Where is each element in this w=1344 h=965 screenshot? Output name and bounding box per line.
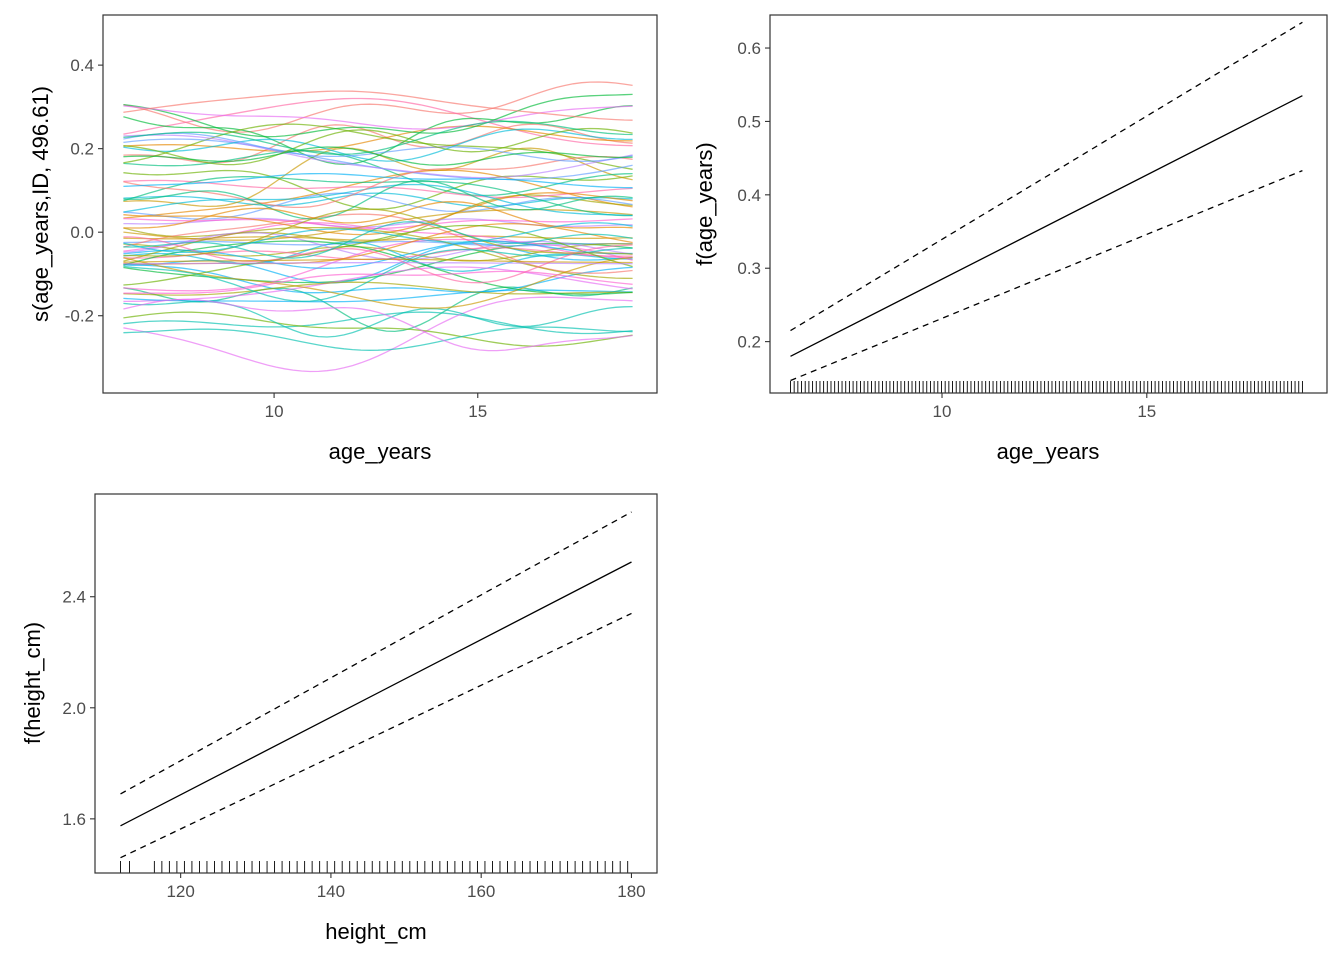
smooth-curve	[123, 128, 633, 162]
smooth-curve	[123, 311, 633, 347]
smooth-curve	[123, 231, 633, 261]
effect-lines	[120, 511, 632, 859]
smooth-curve	[123, 81, 633, 133]
axes: 10 15 -0.2 0.0 0.2 0.4	[65, 56, 488, 421]
smooth-curve	[123, 105, 633, 130]
smooth-curve	[123, 123, 633, 164]
smooth-curve	[123, 132, 633, 162]
x-axis-title: age_years	[997, 439, 1100, 464]
smooth-curve	[123, 201, 633, 229]
rug	[120, 861, 629, 873]
y-tick-label: 0.2	[70, 140, 94, 159]
smooth-curve	[123, 222, 633, 254]
y-tick-label: 0.4	[70, 56, 94, 75]
smooth-curve	[123, 176, 633, 217]
smooth-curve	[123, 150, 633, 197]
smooth-curve	[123, 125, 633, 152]
y-tick-label: 0.5	[737, 112, 761, 131]
smooth-curve	[123, 296, 633, 373]
smooth-curve	[123, 120, 633, 155]
smooth-curve	[123, 236, 633, 284]
smooth-curve	[123, 241, 633, 272]
axes: 10 15 0.2 0.3 0.4 0.5 0.6	[737, 39, 1156, 421]
smooth-curve	[123, 326, 633, 351]
smooth-curve	[123, 226, 633, 280]
smooth-curve	[123, 258, 633, 264]
x-tick-label: 120	[166, 882, 194, 901]
smooth-curve	[123, 127, 633, 166]
y-tick-label: -0.2	[65, 307, 94, 326]
smooth-curve	[123, 97, 633, 147]
smooth-curve	[123, 238, 633, 292]
smooth-curve	[123, 247, 633, 302]
smooth-curve	[123, 155, 633, 209]
y-tick-label: 0.3	[737, 259, 761, 278]
y-tick-label: 2.0	[62, 699, 86, 718]
panel-age: 10 15 0.2 0.3 0.4 0.5 0.6 age_years f(age_year…	[692, 14, 1328, 464]
smooth-curve	[123, 208, 633, 241]
axes: 120 140 160 180 1.6 2.0 2.4	[62, 588, 645, 901]
smooth-curve	[123, 270, 633, 294]
smooth-curve	[123, 240, 633, 295]
estimate-line	[120, 561, 632, 827]
x-tick-label: 160	[467, 882, 495, 901]
y-tick-label: 2.4	[62, 588, 86, 607]
smooth-curve	[123, 172, 633, 189]
confidence-band-line	[120, 612, 632, 859]
smooth-curve	[123, 298, 633, 352]
smooth-curve	[123, 183, 633, 217]
smooth-curve	[123, 263, 633, 294]
x-tick-label: 10	[933, 402, 952, 421]
smooth-curve	[123, 93, 633, 138]
smooth-curve	[123, 104, 633, 166]
panel-border	[94, 493, 658, 874]
panel-border	[769, 14, 1328, 394]
smooth-curves	[123, 81, 633, 373]
confidence-band-line	[790, 169, 1303, 382]
y-tick-label: 0.4	[737, 186, 761, 205]
smooth-curve	[123, 146, 633, 166]
smooth-curve	[123, 134, 633, 179]
x-tick-label: 15	[468, 402, 487, 421]
smooth-curve	[123, 169, 633, 219]
y-tick-label: 0.6	[737, 39, 761, 58]
y-tick-label: 0.0	[70, 223, 94, 242]
y-tick-label: 0.2	[737, 333, 761, 352]
smooth-curve	[123, 261, 633, 265]
x-tick-label: 140	[317, 882, 345, 901]
y-axis-title: s(age_years,ID, 496.61)	[28, 86, 53, 322]
y-axis-title: f(height_cm)	[20, 622, 45, 744]
x-axis-title: height_cm	[325, 919, 427, 944]
x-axis-title: age_years	[329, 439, 432, 464]
x-tick-label: 10	[265, 402, 284, 421]
y-tick-label: 1.6	[62, 810, 86, 829]
panel-smooths: 10 15 -0.2 0.0 0.2 0.4 age_years s(age_years,…	[28, 14, 658, 464]
smooth-curve	[123, 192, 633, 220]
confidence-band-line	[790, 21, 1303, 332]
x-tick-label: 180	[617, 882, 645, 901]
smooth-curve	[123, 221, 633, 259]
estimate-line	[790, 95, 1303, 357]
smooth-curve	[123, 311, 633, 335]
confidence-band-line	[120, 511, 632, 795]
smooth-curve	[123, 179, 633, 220]
smooth-curve	[123, 256, 633, 309]
y-axis-title: f(age_years)	[692, 142, 717, 266]
panel-height: 120 140 160 180 1.6 2.0 2.4 height_cm f(height…	[20, 493, 658, 944]
rug	[790, 381, 1303, 393]
smooth-curve	[123, 90, 633, 121]
panel-border	[102, 14, 658, 394]
effect-lines	[790, 21, 1303, 382]
smooth-curve	[123, 281, 633, 296]
smooth-curve	[123, 208, 633, 257]
x-tick-label: 15	[1137, 402, 1156, 421]
